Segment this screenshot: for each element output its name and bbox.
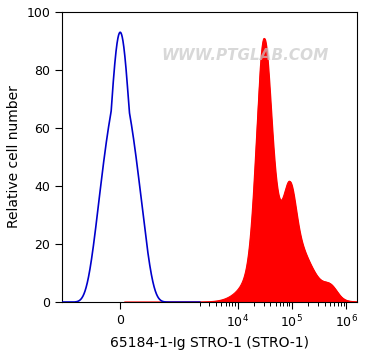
Text: WWW.PTGLAB.COM: WWW.PTGLAB.COM	[161, 48, 329, 63]
Y-axis label: Relative cell number: Relative cell number	[7, 86, 21, 228]
X-axis label: 65184-1-Ig STRO-1 (STRO-1): 65184-1-Ig STRO-1 (STRO-1)	[110, 336, 309, 350]
